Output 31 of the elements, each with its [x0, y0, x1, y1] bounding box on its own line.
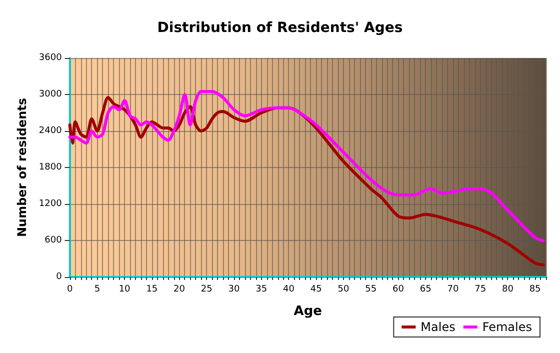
x-tick-label: 20 — [174, 284, 186, 294]
y-tick-label: 1800 — [38, 162, 62, 172]
x-tick-label: 40 — [283, 284, 295, 294]
y-tick-label: 2400 — [38, 126, 62, 136]
y-tick-label: 0 — [56, 272, 62, 282]
x-tick-label: 25 — [200, 284, 212, 294]
legend-label: Males — [420, 320, 456, 334]
line-series — [68, 90, 545, 242]
y-axis-title: Number of residents — [15, 98, 29, 238]
x-tick-label: 65 — [420, 284, 432, 294]
x-axis-title: Age — [294, 304, 322, 319]
x-tick-label: 35 — [256, 284, 268, 294]
y-tick-label: 600 — [44, 236, 62, 246]
x-tick-label: 60 — [392, 284, 404, 294]
y-tick-label: 1200 — [38, 199, 62, 209]
x-tick-label: 55 — [365, 284, 377, 294]
x-tick-label: 75 — [474, 284, 486, 294]
y-tick-label: 3000 — [38, 90, 62, 100]
x-tick-label: 85 — [529, 284, 541, 294]
chart-title: Distribution of Residents' Ages — [157, 20, 403, 36]
x-tick-label: 50 — [338, 284, 350, 294]
x-tick-label: 10 — [118, 284, 131, 294]
x-tick-label: 70 — [447, 284, 459, 294]
x-tick-label: 5 — [94, 284, 100, 294]
x-tick-label: 0 — [66, 284, 73, 294]
x-tick-label: 30 — [228, 284, 240, 294]
x-tick-label: 45 — [310, 284, 322, 294]
y-tick-label: 3600 — [38, 53, 62, 63]
legend-label: Females — [482, 320, 532, 334]
x-tick-label: 15 — [146, 284, 158, 294]
x-tick-label: 80 — [502, 284, 514, 294]
